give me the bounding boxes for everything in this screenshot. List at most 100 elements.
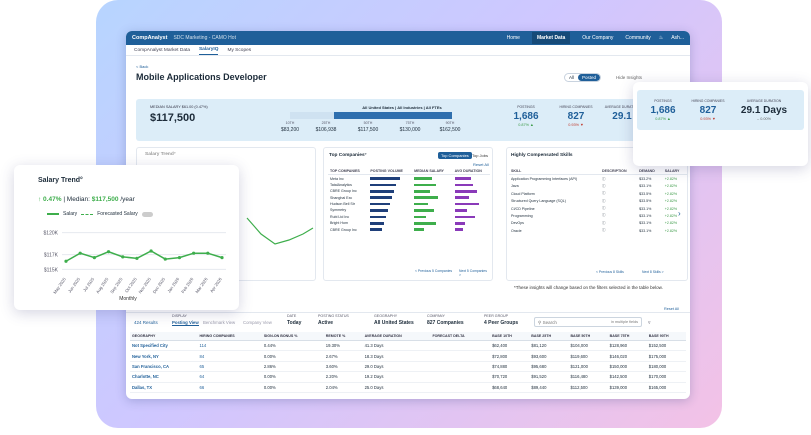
company-row[interactable]: CBRE Group Inc [328,188,490,194]
col-header[interactable]: BASE 50TH [568,332,608,341]
info-icon[interactable]: ⓘ [602,220,606,225]
col-header[interactable]: GEOGRAPHY [130,332,198,341]
company-row[interactable]: Hudson Bell Str [328,201,490,207]
table-row[interactable]: Dallas, TX 66 0.00% 2.04% 25.0 Days $68,640 $8… [130,382,686,393]
company-row[interactable]: Symmetry [328,207,490,213]
skill-row[interactable]: Programming ⓘ $33.1% +2.82% [509,212,687,219]
skill-row[interactable]: DevOps ⓘ $33.1% +2.82% [509,220,687,227]
prev-skills-link[interactable]: < Previous 8 Skills [596,270,624,274]
salary-point[interactable] [206,251,210,255]
col-header[interactable]: AVERAGE DURATION [362,332,431,341]
col-header[interactable]: BASE 10TH [490,332,530,341]
logo: CompAnalyst [132,35,168,41]
company-view-tab[interactable]: Company View [243,320,272,325]
info-icon[interactable]: ⓘ [602,198,606,203]
table-cell: $180,000 [646,361,686,373]
toggle-posted[interactable]: Posted [578,74,601,81]
salary-point[interactable] [64,259,68,263]
peer-filter[interactable]: 4 Peer Groups [484,320,519,326]
forecast-toggle[interactable] [141,211,153,217]
hide-insights-link[interactable]: Hide Insights [616,75,643,80]
salary-point[interactable] [163,257,167,261]
reset-all-link[interactable]: Reset All [473,162,489,167]
table-row[interactable]: New York, NY 84 0.00% 2.67% 18.3 Days $72,800… [130,350,686,362]
geography-cell[interactable]: Charlotte, NC [130,371,198,383]
table-cell: 0.00% [261,371,324,383]
tab-market-data[interactable]: CompAnalyst Market Data [134,47,190,53]
search-box[interactable]: ⚲ Search in multiple fields [534,317,642,327]
status-filter[interactable]: Active [318,320,334,326]
col-header[interactable]: SIGN-ON BONUS % [261,332,324,341]
info-icon[interactable]: ⓘ [602,191,606,196]
salary-point[interactable] [149,249,153,253]
skill-row[interactable]: Java ⓘ $33.1% +2.82% [509,183,687,190]
skill-row[interactable]: Application Programming Interfaces (API)… [509,175,687,183]
kpi-popout: POSTINGS 1,686 0.87% ▲ HIRING COMPANIES … [633,82,808,166]
salary-point[interactable] [92,256,96,260]
next-companies-link[interactable]: Next 5 Companies > [459,269,487,277]
info-icon[interactable]: ⓘ [602,183,606,188]
geography-cell[interactable]: Dallas, TX [130,382,198,393]
table-row[interactable]: Not Specified City 114 0.44% 19.30% 41.3 Day… [130,340,686,352]
salary-point[interactable] [135,256,139,260]
info-icon[interactable]: ⓘ [602,228,606,233]
skill-row[interactable]: Structured Query Language (SQL) ⓘ $33.5% +2… [509,198,687,205]
posting-view-tab[interactable]: Posting View [172,320,199,326]
skill-salary: +2.82% [664,199,678,204]
salary-point[interactable] [192,251,196,255]
nav-market-data[interactable]: Market Data [531,32,571,44]
geography-cell[interactable]: San Francisco, CA [130,361,198,373]
geography-cell[interactable]: New York, NY [130,350,198,362]
info-icon[interactable]: ⓘ [602,176,606,181]
prev-companies-link[interactable]: < Previous 5 Companies [415,269,453,273]
nav-community[interactable]: Community [625,35,651,41]
col-header[interactable]: HIRING COMPANIES [197,332,262,341]
company-row[interactable]: TatalAnalytics [328,182,490,188]
posting-toggle[interactable]: All Posted [564,73,602,82]
toggle-all[interactable]: All [569,75,575,80]
company-row[interactable]: Meta Inc [328,175,490,182]
salary-point[interactable] [121,255,125,259]
back-link[interactable]: < Back [136,64,149,69]
search-fields-select[interactable]: in multiple fields [610,320,638,324]
date-filter[interactable]: Today [287,320,302,326]
salary-point[interactable] [177,256,182,260]
table-row[interactable]: San Francisco, CA 65 2.86% 3.60% 29.0 Days $7… [130,361,686,373]
nav-home[interactable]: Home [506,35,520,41]
salary-point[interactable] [220,256,224,260]
info-icon[interactable]: ⓘ [602,206,606,211]
col-header[interactable]: BASE 25TH [529,332,569,341]
company-row[interactable]: CBRE Group Inc [328,226,490,232]
col-header[interactable]: FORECAST DELTA [430,332,491,341]
table-row[interactable]: Charlotte, NC 64 0.00% 2.20% 19.2 Days $70,72… [130,371,686,383]
table-reset-all[interactable]: Reset All [664,307,679,311]
col-header[interactable]: BASE 90TH [646,332,686,341]
next-skills-link[interactable]: Next 8 Skills > [642,270,664,274]
geo-filter[interactable]: All United States [374,320,414,326]
tab-top-companies[interactable]: Top Companies [438,152,472,159]
tab-salaryiq[interactable]: SalaryIQ [198,45,219,55]
company-row[interactable]: Bright Hom [328,220,490,226]
salary-point[interactable] [78,251,82,255]
benchmark-view-tab[interactable]: Benchmark View [203,320,236,325]
skills-table: SKILL DESCRIPTION DEMAND SALARY Applicat… [509,168,687,234]
bar [414,209,435,212]
next-arrow-icon[interactable]: › [678,209,681,218]
salary-point[interactable] [106,250,111,254]
tab-top-jobs[interactable]: Top Jobs [472,153,489,158]
skill-row[interactable]: Cloud Platform ⓘ $33.5% +2.82% [509,190,687,197]
tab-my-scopes[interactable]: My Scopes [227,47,252,53]
col-header[interactable]: REMOTE % [323,332,363,341]
skill-row[interactable]: CI/CD Pipeline ⓘ $33.1% +2.82% [509,205,687,212]
user-menu[interactable]: Ash... [671,35,684,41]
company-row[interactable]: Shanghai Exc [328,195,490,201]
geography-cell[interactable]: Not Specified City [130,340,198,352]
skill-row[interactable]: Oracle ⓘ $33.1% +2.82% [509,227,687,234]
col-header[interactable]: BASE 75TH [607,332,647,341]
company-filter[interactable]: 827 Companies [427,320,464,326]
company-row[interactable]: Rubi Ltd Inc [328,214,490,220]
info-icon[interactable]: ⓘ [602,213,606,218]
filter-icon[interactable]: ▿ [648,320,651,326]
nav-our-company[interactable]: Our Company [582,35,614,41]
bell-icon[interactable]: ♨ [658,35,664,41]
